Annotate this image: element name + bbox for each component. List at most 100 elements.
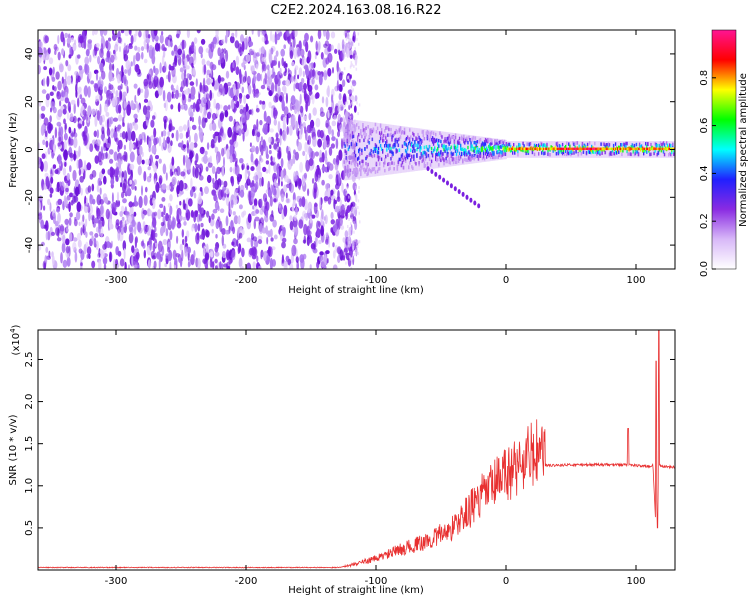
signal-cell <box>656 143 659 148</box>
signal-cell <box>393 132 395 137</box>
noise-cell <box>200 222 204 228</box>
noise-cell <box>136 140 141 150</box>
noise-cell <box>352 246 355 249</box>
signal-cell <box>398 137 401 141</box>
signal-cell <box>454 145 457 150</box>
noise-cell <box>192 106 195 113</box>
signal-cell <box>480 147 483 151</box>
noise-cell <box>227 104 231 110</box>
noise-cell <box>60 181 65 192</box>
signal-cell <box>487 148 489 153</box>
noise-cell <box>224 110 229 118</box>
signal-cell <box>439 153 441 157</box>
noise-cell <box>161 31 164 36</box>
signal-cell <box>552 147 554 151</box>
noise-cell <box>336 196 341 202</box>
signal-cell <box>438 163 440 167</box>
noise-cell <box>66 172 71 181</box>
noise-cell <box>78 221 81 226</box>
noise-cell <box>196 106 201 112</box>
figure-title: C2E2.2024.163.08.16.R22 <box>270 3 441 18</box>
signal-cell <box>375 144 378 148</box>
signal-cell <box>452 157 455 161</box>
signal-cell <box>445 139 447 144</box>
noise-cell <box>106 241 111 249</box>
signal-cell <box>377 155 380 159</box>
signal-cell <box>367 139 369 143</box>
signal-cell <box>668 153 670 157</box>
noise-cell <box>45 176 50 187</box>
signal-cell <box>543 151 545 156</box>
signal-cell <box>397 125 399 174</box>
signal-cell <box>604 144 607 149</box>
signal-cell <box>666 143 669 148</box>
signal-cell <box>405 126 408 173</box>
signal-cell <box>636 150 639 154</box>
noise-cell <box>59 100 62 107</box>
noise-cell <box>238 257 243 269</box>
noise-cell <box>54 169 59 175</box>
noise-cell <box>256 72 261 82</box>
signal-cell <box>566 152 568 157</box>
signal-cell <box>498 140 501 145</box>
noise-cell <box>354 47 356 51</box>
signal-cell <box>646 147 648 151</box>
signal-cell <box>446 180 449 186</box>
signal-cell <box>365 156 367 161</box>
noise-cell <box>44 35 49 44</box>
noise-cell <box>187 98 191 103</box>
signal-cell <box>471 135 473 164</box>
noise-cell <box>307 50 312 63</box>
signal-cell <box>661 144 664 149</box>
noise-cell <box>195 78 198 87</box>
noise-cell <box>265 160 270 165</box>
noise-cell <box>167 130 170 137</box>
noise-cell <box>69 232 73 242</box>
noise-cell <box>87 185 92 193</box>
noise-cell <box>94 233 99 238</box>
noise-cell <box>312 136 317 148</box>
signal-cell <box>494 139 496 143</box>
noise-cell <box>65 60 69 67</box>
signal-cell <box>436 152 438 157</box>
signal-cell <box>476 140 479 144</box>
noise-cell <box>350 224 353 236</box>
signal-cell <box>432 142 435 146</box>
signal-cell <box>392 151 394 156</box>
signal-cell <box>378 162 381 166</box>
signal-cell <box>417 128 419 171</box>
noise-cell <box>289 215 293 222</box>
signal-cell <box>503 139 506 144</box>
signal-cell <box>554 145 557 150</box>
signal-cell <box>618 147 620 151</box>
signal-cell <box>421 128 423 171</box>
noise-cell <box>135 30 138 37</box>
signal-cell <box>400 154 403 158</box>
signal-cell <box>626 147 628 151</box>
noise-cell <box>232 226 236 235</box>
signal-cell <box>642 147 644 151</box>
noise-cell <box>319 197 322 209</box>
noise-cell <box>99 30 104 37</box>
signal-cell <box>432 148 435 153</box>
noise-cell <box>298 67 303 77</box>
signal-cell <box>401 130 404 134</box>
signal-cell <box>467 158 469 162</box>
signal-cell <box>369 121 371 178</box>
x-tick-label: -200 <box>235 576 258 587</box>
noise-cell <box>57 80 62 91</box>
noise-cell <box>92 198 96 205</box>
noise-cell <box>229 143 234 155</box>
signal-cell <box>431 140 434 144</box>
signal-cell <box>502 147 505 151</box>
noise-cell <box>211 122 217 131</box>
signal-cell <box>602 147 604 151</box>
signal-cell <box>425 152 428 156</box>
noise-cell <box>278 60 281 69</box>
signal-cell <box>378 139 381 144</box>
noise-cell <box>115 201 121 208</box>
signal-cell <box>484 138 487 143</box>
signal-cell <box>638 142 641 147</box>
noise-cell <box>338 149 343 161</box>
signal-cell <box>506 147 509 151</box>
